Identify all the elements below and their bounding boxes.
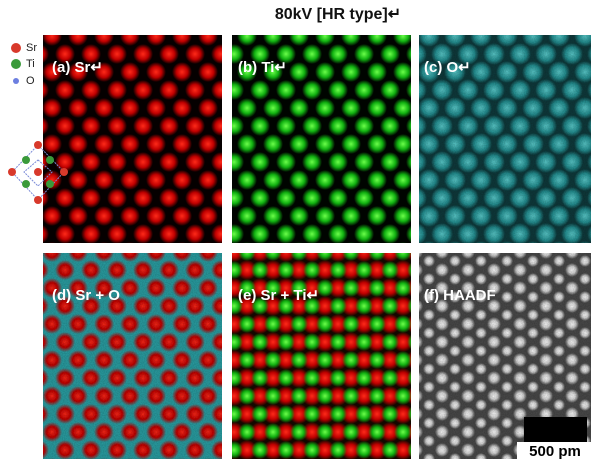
legend-label: Ti <box>26 58 35 70</box>
atom <box>60 168 68 176</box>
panel-image <box>232 253 411 459</box>
scale-bar-background <box>517 442 591 459</box>
legend-marker <box>11 59 21 69</box>
atom <box>22 156 30 164</box>
figure-title: 80kV [HR type]↵ <box>275 6 401 23</box>
atom <box>8 168 16 176</box>
panel-label: (b) Ti↵ <box>238 59 287 76</box>
panel-image <box>43 253 222 459</box>
unit-cell <box>23 159 53 187</box>
panel-label: (e) Sr + Ti↵ <box>238 287 319 304</box>
legend-label: O <box>26 75 35 87</box>
atom <box>46 156 54 164</box>
atom <box>34 141 42 149</box>
legend-marker <box>11 43 21 53</box>
atom <box>46 180 54 188</box>
crystal-model <box>8 141 68 204</box>
atom <box>22 180 30 188</box>
panel-label: (d) Sr + O <box>52 287 120 304</box>
panel-image <box>43 35 222 243</box>
atom <box>34 196 42 204</box>
panel-image <box>419 35 591 243</box>
atom <box>34 168 42 176</box>
scale-bar <box>524 417 587 442</box>
panel-label: (a) Sr↵ <box>52 59 103 76</box>
scale-bar-label: 500 pm <box>529 443 581 459</box>
legend-label: Sr <box>26 42 37 54</box>
panel-label: (f) HAADF <box>424 287 496 304</box>
panel-image <box>232 35 411 243</box>
panel-label: (c) O↵ <box>424 59 471 76</box>
legend: Sr Ti O <box>11 42 37 87</box>
legend-marker <box>13 78 19 84</box>
